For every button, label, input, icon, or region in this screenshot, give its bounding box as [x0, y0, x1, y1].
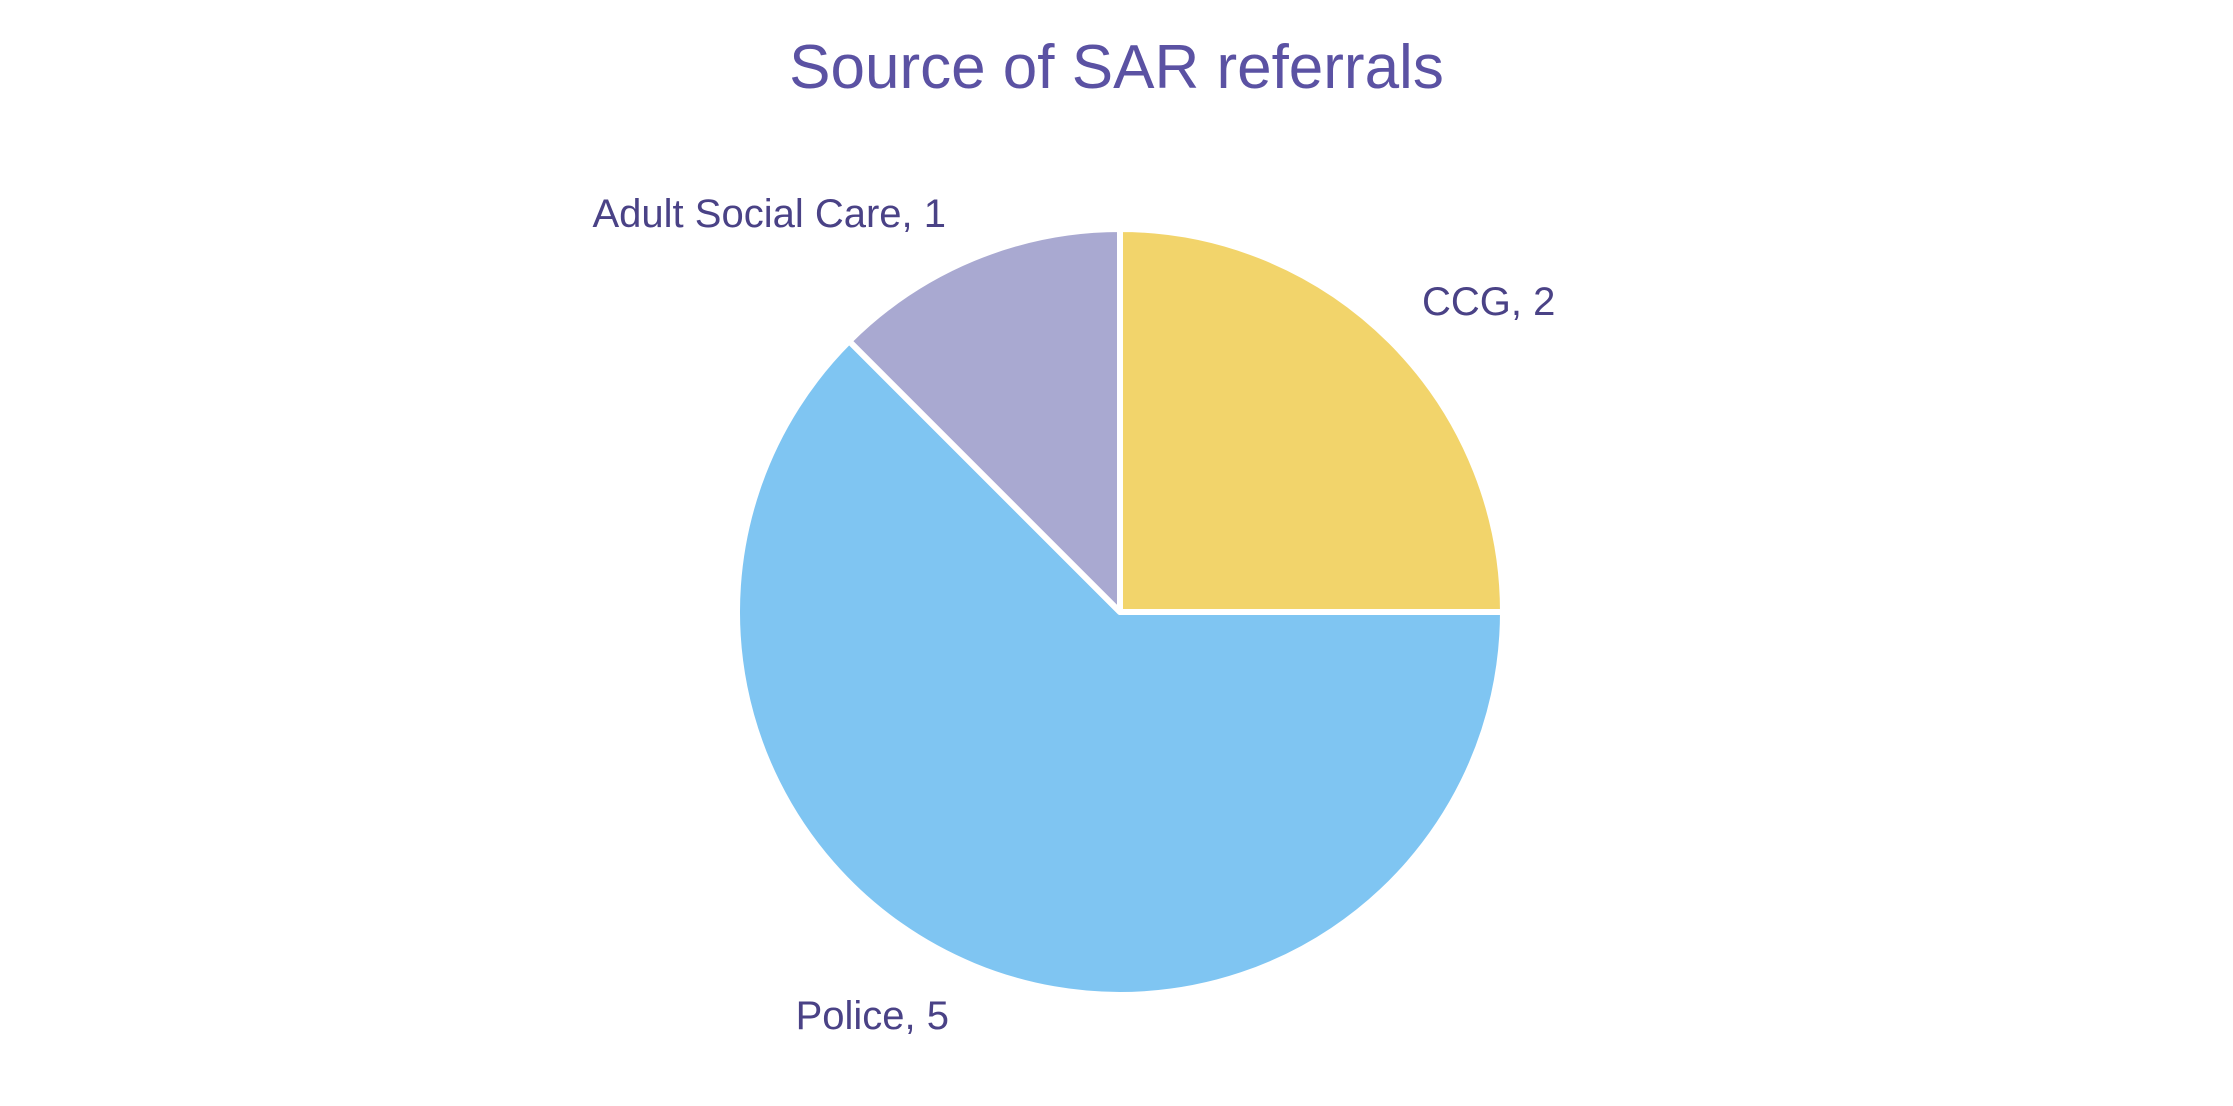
pie-slice-ccg	[1117, 226, 1506, 615]
slice-label-police: Police, 5	[796, 994, 949, 1038]
slice-label-adult-social-care: Adult Social Care, 1	[592, 192, 946, 236]
slice-label-ccg: CCG, 2	[1422, 280, 1555, 324]
pie-slice-adult-social-care	[846, 226, 1123, 615]
pie-slice-police	[734, 338, 1506, 998]
chart-title: Source of SAR referrals	[789, 33, 1444, 102]
